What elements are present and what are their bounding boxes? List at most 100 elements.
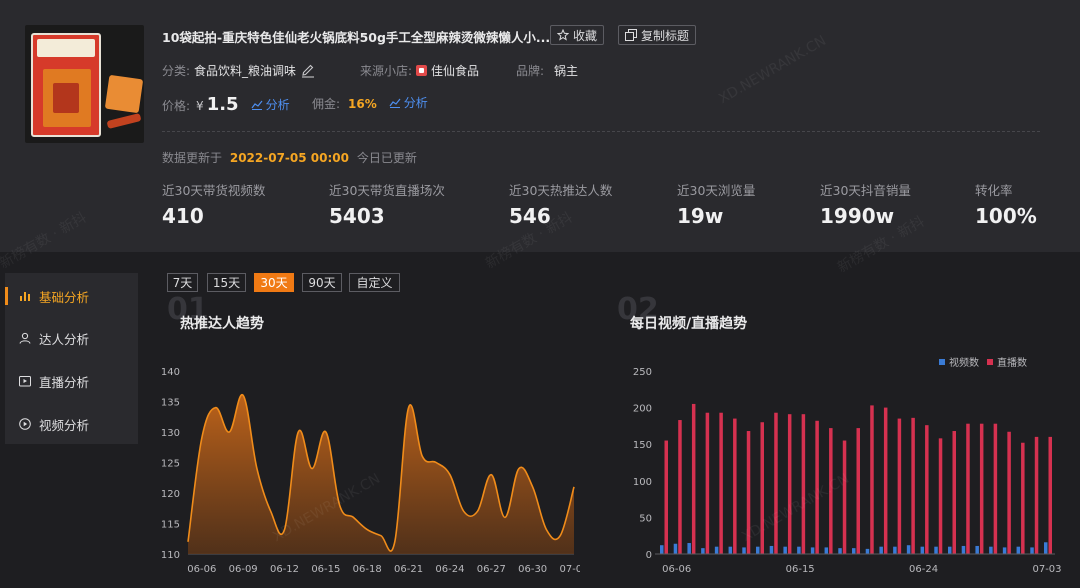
sidebar-item-live[interactable]: 直播分析 [5,365,138,397]
live-bar [691,403,696,554]
video-bar [961,545,966,554]
y-tick-label: 150 [633,440,652,451]
y-tick-label: 50 [639,513,652,524]
commission-value: 16% [348,97,377,111]
x-tick-label: 06-21 [394,564,423,575]
commission-label: 佣金: [312,97,341,111]
video-bar [797,546,801,554]
sidebar-item-label: 视频分析 [39,417,90,433]
live-bar [870,405,874,554]
live-bar [842,440,847,554]
category-row: 分类: 食品饮料_粮油调味 [162,62,316,79]
y-tick-label: 0 [646,550,652,561]
stat-value: 410 [162,204,204,228]
category-label: 分类: [162,64,191,78]
commission-analyze-link[interactable]: 分析 [389,94,428,111]
video-bar [728,546,733,554]
commission-row: 佣金: 16% 分析 [312,94,428,112]
video-bar [865,548,870,554]
stat-label: 转化率 [975,183,1013,198]
copy-title-label: 复制标题 [641,28,690,43]
live-bar [993,423,998,554]
price-row: 价格: ¥ 1.5 分析 [162,94,290,115]
range-30d-button[interactable]: 30天 [254,273,294,292]
divider [162,131,1040,132]
live-bar [664,440,668,554]
shop-icon [416,65,428,76]
x-tick-label: 06-09 [229,564,258,575]
x-tick-label: 06-12 [270,564,299,575]
live-bar [952,431,956,554]
edit-icon[interactable] [300,64,316,78]
x-tick-label: 06-24 [435,564,464,575]
product-image[interactable] [25,25,144,143]
x-tick-label: 06-15 [786,564,815,575]
trend-icon [251,100,263,110]
video-bar [906,545,911,554]
stat-value: 5403 [329,204,385,228]
influencer-trend-chart: 110 115 120 125 130 135 140 06-06 06-09 06-12 06-… [161,367,580,575]
live-bar [815,420,819,554]
live-bar [911,417,915,554]
sidebar-item-video[interactable]: 视频分析 [5,408,138,440]
video-bar [989,546,993,554]
price-currency: ¥ [196,99,204,113]
legend-swatch [987,359,993,365]
shop-value[interactable]: 佳仙食品 [431,64,480,78]
chart1-index: 01 [167,292,209,327]
y-tick-label: 100 [633,477,652,488]
price-analyze-link[interactable]: 分析 [251,96,290,113]
live-icon [19,376,31,387]
live-bar [787,414,792,554]
y-tick-label: 115 [161,520,180,531]
sidebar-item-influencer[interactable]: 达人分析 [5,322,138,354]
live-bar [897,418,902,554]
live-bar [938,438,943,554]
live-bar [774,412,778,554]
range-7d-button[interactable]: 7天 [167,273,198,292]
x-tick-label: 07-03 [559,564,580,575]
package-window [43,69,91,127]
video-live-trend-chart: 视频数 直播数 0 50 100 150 200 250 06-06 06-15 06-24 07… [633,356,1062,575]
collect-button[interactable]: 收藏 [550,25,605,45]
x-tick-label: 06-30 [518,564,547,575]
product-title[interactable]: 10袋起拍-重庆特色佳仙老火锅底料50g手工全型麻辣烫微辣懒人小... [162,30,551,45]
update-prefix: 数据更新于 [162,151,223,165]
video-bar [810,547,815,554]
chart2-index: 02 [617,292,659,327]
video-bar [660,545,664,554]
copy-icon [625,29,637,41]
live-bar [925,425,929,554]
stat-label: 近30天抖音销量 [820,183,911,198]
trend-icon [389,98,401,108]
collect-label: 收藏 [573,28,598,43]
stat-lives: 近30天带货直播场次 5403 [329,180,445,228]
video-bar [701,548,705,554]
range-90d-button[interactable]: 90天 [302,273,342,292]
sidebar-item-label: 达人分析 [39,331,90,347]
live-bar [1048,436,1052,554]
analysis-sidebar: 基础分析 达人分析 直播分析 视频分析 [5,273,138,444]
shop-label: 来源小店: [360,64,413,78]
live-bar [1021,442,1025,554]
video-bar [783,546,787,554]
video-bar [934,546,938,554]
range-15d-button[interactable]: 15天 [207,273,246,292]
copy-title-button[interactable]: 复制标题 [618,25,697,45]
x-tick-label: 07-03 [1032,564,1061,575]
package-label [37,39,95,57]
analyze-label: 分析 [403,96,428,110]
x-tick-label: 06-15 [311,564,340,575]
sidebar-item-basic[interactable]: 基础分析 [5,280,138,312]
legend-label: 视频数 [949,356,979,369]
stat-label: 近30天热推达人数 [509,183,613,198]
x-tick-label: 06-18 [353,564,382,575]
video-bar [756,546,760,554]
live-bar [760,422,764,554]
brand-row: 品牌: 锅主 [516,62,578,79]
video-bar [879,546,883,554]
video-bar [838,548,842,554]
y-tick-label: 130 [161,428,180,439]
video-bar [673,543,678,554]
range-custom-button[interactable]: 自定义 [349,273,400,292]
